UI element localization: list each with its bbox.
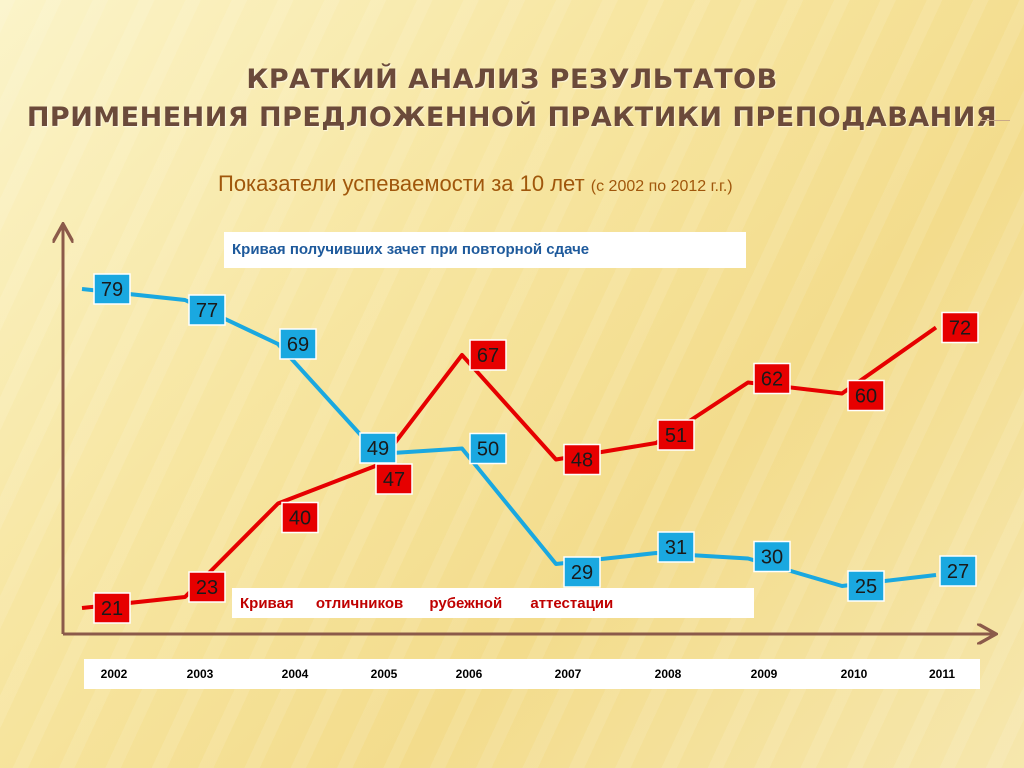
legend-red-word-4: аттестации: [530, 595, 614, 612]
data-label-text: 47: [383, 469, 405, 491]
data-label-box: [279, 328, 317, 360]
legend-red-curve: Кривая отличников рубежной аттестации: [232, 588, 754, 618]
data-label-box: [281, 501, 319, 534]
legend-red-word-3: рубежной: [429, 595, 503, 612]
data-label-blue-2006: 50: [469, 432, 507, 465]
data-label-box: [188, 571, 226, 603]
data-label-text: 67: [477, 345, 499, 367]
data-label-blue-2009: 30: [753, 540, 791, 573]
data-label-box: [941, 311, 979, 344]
subtitle-note: (с 2002 по 2012 г.г.): [590, 178, 733, 195]
legend-blue-curve: Кривая получивших зачет при повторной сд…: [224, 232, 746, 268]
data-label-text: 21: [101, 598, 123, 620]
data-label-text: 48: [571, 450, 593, 472]
data-label-blue-2004: 69: [279, 328, 317, 360]
data-label-box: [375, 463, 413, 495]
data-label-text: 23: [196, 577, 218, 599]
data-label-text: 50: [477, 439, 499, 461]
data-label-box: [847, 570, 885, 602]
data-label-box: [753, 540, 791, 573]
data-label-text: 27: [947, 561, 969, 583]
data-label-red-2003: 23: [188, 571, 226, 603]
data-label-box: [93, 592, 131, 624]
x-tick-label-2009: 2009: [750, 667, 778, 681]
data-label-blue-2002: 79: [93, 273, 131, 305]
data-label-text: 51: [665, 425, 687, 447]
data-label-text: 29: [571, 562, 593, 584]
title-decor-rule: [980, 120, 1010, 121]
data-label-red-2006: 67: [469, 339, 507, 371]
x-tick-label-2007: 2007: [554, 667, 582, 681]
page-title-line-2: ПРИМЕНЕНИЯ ПРЕДЛОЖЕННОЙ ПРАКТИКИ ПРЕПОДА…: [26, 102, 998, 133]
data-label-red-2002: 21: [93, 592, 131, 624]
x-tick-label-2010: 2010: [840, 667, 868, 681]
data-label-box: [939, 555, 977, 587]
series-line-red: [81, 325, 938, 610]
data-label-red-2007: 48: [563, 443, 601, 476]
data-label-text: 25: [855, 576, 877, 598]
x-tick-label-2008: 2008: [654, 667, 682, 681]
series-line-blue: [81, 287, 937, 588]
data-label-blue-2003: 77: [188, 294, 226, 326]
chart-subtitle: Показатели успеваемости за 10 лет (с 200…: [218, 171, 938, 197]
data-label-blue-2007: 29: [563, 556, 601, 588]
data-label-text: 62: [761, 369, 783, 391]
data-label-text: 31: [665, 537, 687, 559]
data-label-box: [563, 556, 601, 588]
data-label-text: 72: [949, 318, 971, 340]
data-label-red-2010: 60: [847, 379, 885, 412]
data-label-text: 40: [289, 508, 311, 530]
legend-red-word-1: Кривая: [240, 595, 294, 612]
x-tick-label-2002: 2002: [100, 667, 128, 681]
data-label-box: [657, 419, 695, 451]
data-label-box: [93, 273, 131, 305]
legend-red-word-2: отличников: [315, 595, 404, 612]
x-tick-label-2004: 2004: [281, 667, 309, 681]
x-tick-label-2003: 2003: [186, 667, 214, 681]
data-label-red-2005: 47: [375, 463, 413, 495]
data-label-text: 49: [367, 438, 389, 460]
page-title-line-1: КРАТКИЙ АНАЛИЗ РЕЗУЛЬТАТОВ: [246, 64, 778, 95]
data-label-box: [753, 362, 791, 395]
x-tick-label-2005: 2005: [370, 667, 398, 681]
data-label-text: 69: [287, 334, 309, 356]
x-tick-label-2011: 2011: [928, 667, 956, 681]
data-label-red-2008: 51: [657, 419, 695, 451]
data-label-box: [563, 443, 601, 476]
data-label-box: [188, 294, 226, 326]
data-label-box: [657, 531, 695, 563]
data-label-box: [847, 379, 885, 412]
data-label-blue-2010: 25: [847, 570, 885, 602]
data-label-box: [469, 432, 507, 465]
x-axis-year-labels: 2002 2003 2004 2005 2006 2007 2008 2009 2010 2011: [84, 659, 980, 689]
x-tick-label-2006: 2006: [455, 667, 483, 681]
data-label-blue-2011: 27: [939, 555, 977, 587]
data-label-red-2009: 62: [753, 362, 791, 395]
data-label-text: 77: [196, 300, 218, 322]
data-label-box: [469, 339, 507, 371]
data-label-red-2004: 40: [281, 501, 319, 534]
data-label-text: 60: [855, 386, 877, 408]
data-label-text: 30: [761, 547, 783, 569]
subtitle-main: Показатели успеваемости за 10 лет: [218, 171, 585, 196]
data-label-text: 79: [101, 279, 123, 301]
data-label-blue-2005: 49: [359, 432, 397, 464]
data-label-red-2011: 72: [941, 311, 979, 344]
data-label-blue-2008: 31: [657, 531, 695, 563]
data-label-box: [359, 432, 397, 464]
